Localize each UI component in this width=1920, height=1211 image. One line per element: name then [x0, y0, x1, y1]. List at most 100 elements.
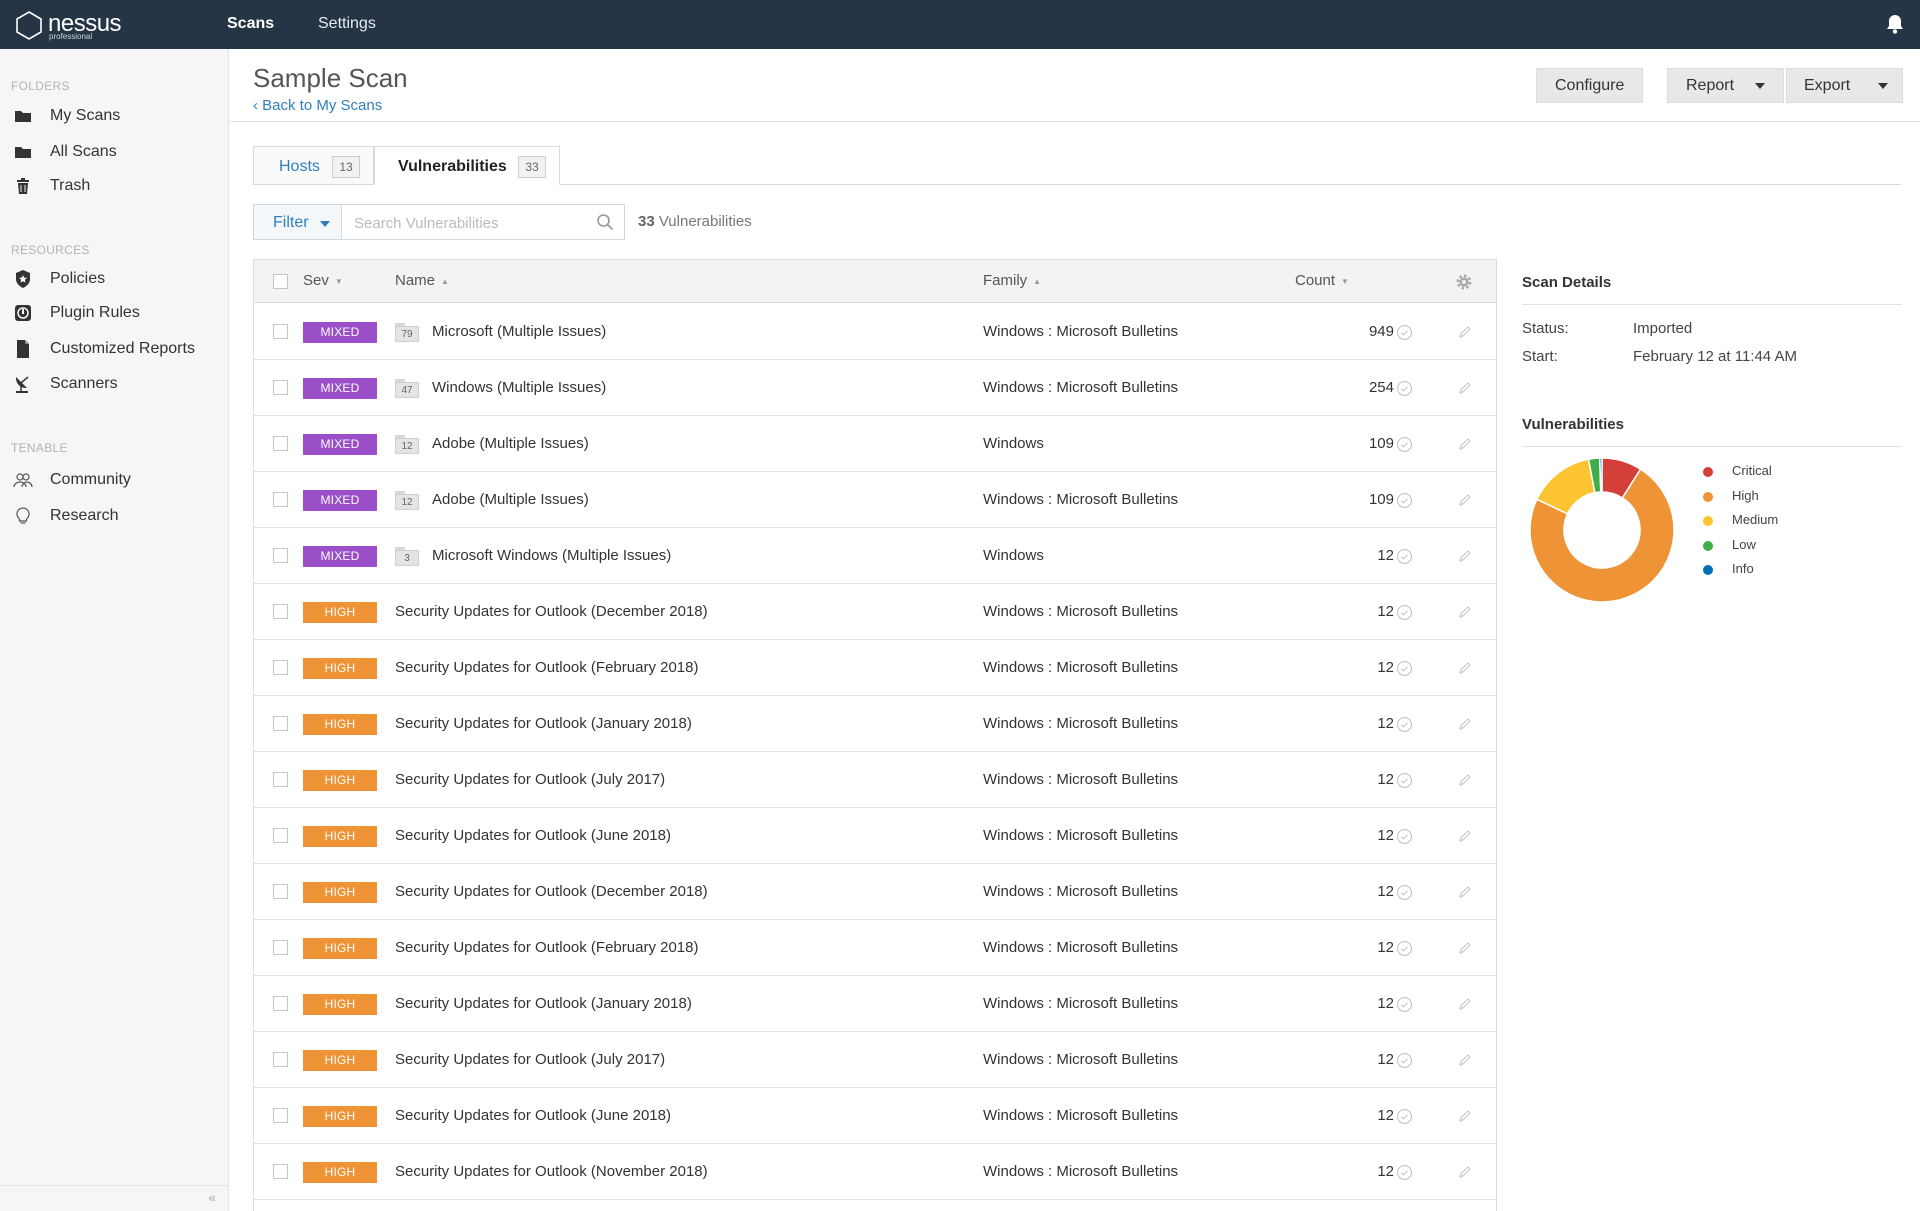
row-checkbox[interactable] — [273, 772, 288, 787]
table-row[interactable]: HIGH Security Updates for Outlook (Decemb… — [254, 864, 1496, 920]
export-button[interactable]: Export — [1786, 68, 1903, 103]
check-circle-icon[interactable] — [1396, 324, 1413, 341]
sidebar-item-community[interactable]: Community — [0, 463, 228, 497]
edit-pencil-icon[interactable] — [1457, 324, 1473, 340]
table-row[interactable]: MIXED 12 Adobe (Multiple Issues) Windows 109 — [254, 416, 1496, 472]
edit-pencil-icon[interactable] — [1457, 884, 1473, 900]
tab-vulnerabilities[interactable]: Vulnerabilities 33 — [374, 146, 560, 185]
row-checkbox[interactable] — [273, 660, 288, 675]
nav-scans[interactable]: Scans — [227, 15, 275, 32]
sidebar-item-all-scans[interactable]: All Scans — [0, 135, 228, 169]
row-checkbox[interactable] — [273, 492, 288, 507]
edit-pencil-icon[interactable] — [1457, 716, 1473, 732]
configure-button[interactable]: Configure — [1536, 68, 1643, 103]
edit-pencil-icon[interactable] — [1457, 492, 1473, 508]
nessus-logo[interactable]: nessus professional — [14, 7, 164, 41]
check-circle-icon[interactable] — [1396, 996, 1413, 1013]
sidebar-item-label: Customized Reports — [50, 340, 195, 357]
check-circle-icon[interactable] — [1396, 660, 1413, 677]
column-header-sev[interactable]: Sev ▼ — [303, 272, 343, 289]
check-circle-icon[interactable] — [1396, 940, 1413, 957]
donut-slice-high[interactable] — [1529, 468, 1675, 603]
check-circle-icon[interactable] — [1396, 548, 1413, 565]
column-header-count[interactable]: Count ▼ — [1295, 272, 1349, 289]
table-row[interactable]: HIGH Security Updates for Outlook (July 2… — [254, 1032, 1496, 1088]
row-checkbox[interactable] — [273, 604, 288, 619]
sidebar-item-plugin-rules[interactable]: Plugin Rules — [0, 296, 228, 330]
edit-pencil-icon[interactable] — [1457, 1052, 1473, 1068]
edit-pencil-icon[interactable] — [1457, 772, 1473, 788]
check-circle-icon[interactable] — [1396, 604, 1413, 621]
column-settings-gear-icon[interactable] — [1454, 272, 1474, 292]
edit-pencil-icon[interactable] — [1457, 436, 1473, 452]
check-circle-icon[interactable] — [1396, 1052, 1413, 1069]
row-checkbox[interactable] — [273, 716, 288, 731]
edit-pencil-icon[interactable] — [1457, 604, 1473, 620]
table-row[interactable]: HIGH Security Updates for Outlook (July 2… — [254, 752, 1496, 808]
collapse-sidebar-icon[interactable]: « — [208, 1189, 216, 1205]
sidebar-item-trash[interactable]: Trash — [0, 169, 228, 203]
filter-button[interactable]: Filter — [253, 204, 342, 240]
tab-hosts[interactable]: Hosts 13 — [253, 146, 374, 185]
group-count: 79 — [395, 326, 419, 342]
table-row[interactable]: HIGH Security Updates for Outlook (Novemb… — [254, 1144, 1496, 1200]
row-checkbox[interactable] — [273, 996, 288, 1011]
row-checkbox[interactable] — [273, 1108, 288, 1123]
trash-icon — [17, 178, 29, 194]
search-input[interactable] — [354, 212, 584, 234]
row-checkbox[interactable] — [273, 940, 288, 955]
edit-pencil-icon[interactable] — [1457, 996, 1473, 1012]
row-checkbox[interactable] — [273, 828, 288, 843]
table-row[interactable]: HIGH Security Updates for Outlook (Februa… — [254, 920, 1496, 976]
table-row[interactable]: MIXED 79 Microsoft (Multiple Issues) Window… — [254, 304, 1496, 360]
column-header-name[interactable]: Name ▲ — [395, 272, 449, 289]
table-row[interactable]: HIGH Security Updates for Outlook (Januar… — [254, 976, 1496, 1032]
check-circle-icon[interactable] — [1396, 772, 1413, 789]
edit-pencil-icon[interactable] — [1457, 1108, 1473, 1124]
sidebar-item-policies[interactable]: Policies — [0, 262, 228, 296]
donut-slice-info[interactable] — [1598, 457, 1603, 493]
edit-pencil-icon[interactable] — [1457, 380, 1473, 396]
table-row[interactable]: HIGH Security Updates for Outlook (Januar… — [254, 696, 1496, 752]
check-circle-icon[interactable] — [1396, 716, 1413, 733]
sidebar-item-research[interactable]: Research — [0, 499, 228, 533]
table-row[interactable]: MIXED 12 Adobe (Multiple Issues) Windows : … — [254, 472, 1496, 528]
row-checkbox[interactable] — [273, 1164, 288, 1179]
legend-label: Low — [1732, 536, 1756, 552]
table-row[interactable]: HIGH Security Updates for Outlook (Februa… — [254, 640, 1496, 696]
check-circle-icon[interactable] — [1396, 884, 1413, 901]
edit-pencil-icon[interactable] — [1457, 1164, 1473, 1180]
search-icon[interactable] — [596, 213, 614, 231]
table-row[interactable]: MIXED 3 Microsoft Windows (Multiple Issues… — [254, 528, 1496, 584]
sidebar-item-customized-reports[interactable]: Customized Reports — [0, 332, 228, 366]
sidebar-item-scanners[interactable]: Scanners — [0, 367, 228, 401]
column-header-family[interactable]: Family ▲ — [983, 272, 1041, 289]
back-to-my-scans-link[interactable]: ‹ Back to My Scans — [253, 97, 383, 114]
row-checkbox[interactable] — [273, 884, 288, 899]
check-circle-icon[interactable] — [1396, 1164, 1413, 1181]
nav-settings[interactable]: Settings — [318, 15, 376, 32]
sidebar-item-my-scans[interactable]: My Scans — [0, 99, 228, 133]
table-row[interactable]: MIXED 47 Windows (Multiple Issues) Windows … — [254, 360, 1496, 416]
row-checkbox[interactable] — [273, 548, 288, 563]
check-circle-icon[interactable] — [1396, 380, 1413, 397]
row-checkbox[interactable] — [273, 324, 288, 339]
edit-pencil-icon[interactable] — [1457, 940, 1473, 956]
table-row[interactable]: HIGH Security Updates for Outlook (June 2… — [254, 808, 1496, 864]
check-circle-icon[interactable] — [1396, 828, 1413, 845]
notifications-bell-icon[interactable] — [1884, 13, 1906, 35]
tab-count-badge: 33 — [518, 156, 546, 178]
select-all-checkbox[interactable] — [273, 274, 288, 289]
edit-pencil-icon[interactable] — [1457, 660, 1473, 676]
row-checkbox[interactable] — [273, 1052, 288, 1067]
row-checkbox[interactable] — [273, 380, 288, 395]
check-circle-icon[interactable] — [1396, 492, 1413, 509]
table-row[interactable]: HIGH Security Updates for Outlook (June 2… — [254, 1088, 1496, 1144]
table-row[interactable]: HIGH Security Updates for Outlook (Decemb… — [254, 584, 1496, 640]
edit-pencil-icon[interactable] — [1457, 548, 1473, 564]
row-checkbox[interactable] — [273, 436, 288, 451]
check-circle-icon[interactable] — [1396, 436, 1413, 453]
check-circle-icon[interactable] — [1396, 1108, 1413, 1125]
report-button[interactable]: Report — [1667, 68, 1784, 103]
edit-pencil-icon[interactable] — [1457, 828, 1473, 844]
